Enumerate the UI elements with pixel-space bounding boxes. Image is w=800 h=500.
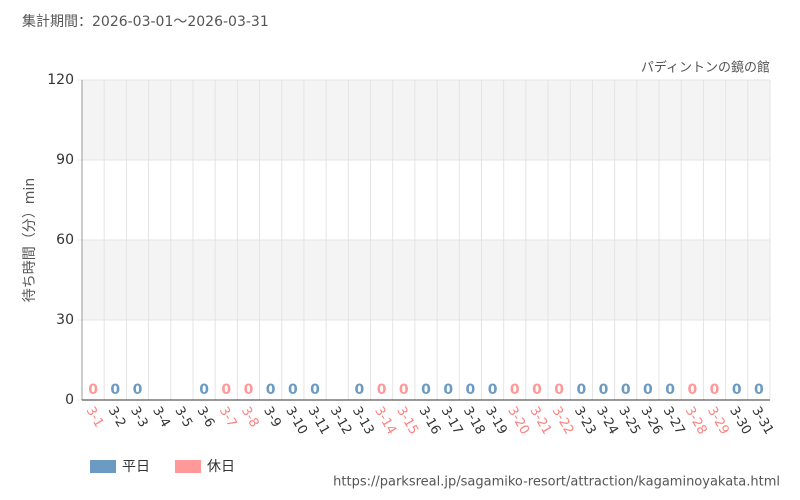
x-tick-label: 3-26 bbox=[637, 404, 665, 437]
x-tick-label: 3-12 bbox=[327, 404, 355, 437]
x-tick-label: 3-29 bbox=[704, 404, 732, 437]
legend-label: 平日 bbox=[122, 459, 150, 475]
y-tick-label: 0 bbox=[65, 392, 74, 408]
value-label: 0 bbox=[288, 382, 298, 398]
value-label: 0 bbox=[466, 382, 476, 398]
y-axis-label: 待ち時間（分）min bbox=[22, 178, 38, 302]
x-tick-label: 3-14 bbox=[371, 404, 399, 437]
x-tick-label: 3-3 bbox=[127, 404, 151, 430]
x-tick-label: 3-16 bbox=[416, 404, 444, 437]
value-label: 0 bbox=[221, 382, 231, 398]
value-label: 0 bbox=[88, 382, 98, 398]
x-tick-label: 3-19 bbox=[482, 404, 510, 437]
value-label: 0 bbox=[621, 382, 631, 398]
x-tick-label: 3-27 bbox=[660, 404, 688, 437]
x-tick-label: 3-5 bbox=[171, 404, 195, 430]
value-label: 0 bbox=[421, 382, 431, 398]
x-tick-label: 3-7 bbox=[216, 404, 240, 430]
value-label: 0 bbox=[732, 382, 742, 398]
x-tick-label: 3-6 bbox=[194, 404, 218, 430]
x-tick-label: 3-28 bbox=[682, 404, 710, 437]
y-tick-label: 120 bbox=[47, 72, 74, 88]
y-tick-label: 30 bbox=[56, 312, 74, 328]
x-tick-label: 3-1 bbox=[83, 404, 107, 430]
chart-subtitle: パディントンの鏡の館 bbox=[641, 60, 770, 76]
x-tick-label: 3-25 bbox=[615, 404, 643, 437]
value-label: 0 bbox=[576, 382, 586, 398]
y-tick-label: 60 bbox=[56, 232, 74, 248]
value-label: 0 bbox=[443, 382, 453, 398]
x-tick-label: 3-18 bbox=[460, 404, 488, 437]
value-label: 0 bbox=[510, 382, 520, 398]
value-label: 0 bbox=[377, 382, 387, 398]
x-tick-label: 3-9 bbox=[260, 404, 284, 430]
x-tick-label: 3-4 bbox=[149, 404, 173, 430]
x-tick-label: 3-17 bbox=[438, 404, 466, 437]
x-tick-label: 3-31 bbox=[748, 404, 776, 437]
x-tick-label: 3-22 bbox=[549, 404, 577, 437]
value-label: 0 bbox=[687, 382, 697, 398]
value-label: 0 bbox=[532, 382, 542, 398]
y-tick-label: 90 bbox=[56, 152, 74, 168]
value-label: 0 bbox=[399, 382, 409, 398]
legend-swatch bbox=[90, 460, 116, 473]
value-label: 0 bbox=[199, 382, 209, 398]
value-label: 0 bbox=[355, 382, 365, 398]
x-tick-label: 3-2 bbox=[105, 404, 129, 430]
value-label: 0 bbox=[488, 382, 498, 398]
x-tick-label: 3-13 bbox=[349, 404, 377, 437]
x-tick-label: 3-24 bbox=[593, 404, 621, 437]
legend-swatch bbox=[175, 460, 201, 473]
x-tick-label: 3-10 bbox=[282, 404, 310, 437]
x-tick-label: 3-20 bbox=[504, 404, 532, 437]
x-tick-label: 3-11 bbox=[305, 404, 333, 437]
value-label: 0 bbox=[665, 382, 675, 398]
value-label: 0 bbox=[266, 382, 276, 398]
value-label: 0 bbox=[599, 382, 609, 398]
value-label: 0 bbox=[310, 382, 320, 398]
x-tick-label: 3-15 bbox=[393, 404, 421, 437]
value-label: 0 bbox=[110, 382, 120, 398]
value-label: 0 bbox=[710, 382, 720, 398]
value-label: 0 bbox=[754, 382, 764, 398]
source: https://parksreal.jp/sagamiko-resort/att… bbox=[333, 475, 780, 490]
grid-band bbox=[82, 80, 770, 160]
value-label: 0 bbox=[133, 382, 143, 398]
x-tick-label: 3-21 bbox=[526, 404, 554, 437]
x-tick-label: 3-8 bbox=[238, 404, 262, 430]
value-label: 0 bbox=[244, 382, 254, 398]
chart-title: 集計期間：2026-03-01～2026-03-31 bbox=[22, 13, 269, 30]
value-label: 0 bbox=[554, 382, 564, 398]
value-label: 0 bbox=[643, 382, 653, 398]
x-tick-label: 3-30 bbox=[726, 404, 754, 437]
legend-label: 休日 bbox=[207, 459, 235, 475]
x-tick-label: 3-23 bbox=[571, 404, 599, 437]
grid-band bbox=[82, 240, 770, 320]
